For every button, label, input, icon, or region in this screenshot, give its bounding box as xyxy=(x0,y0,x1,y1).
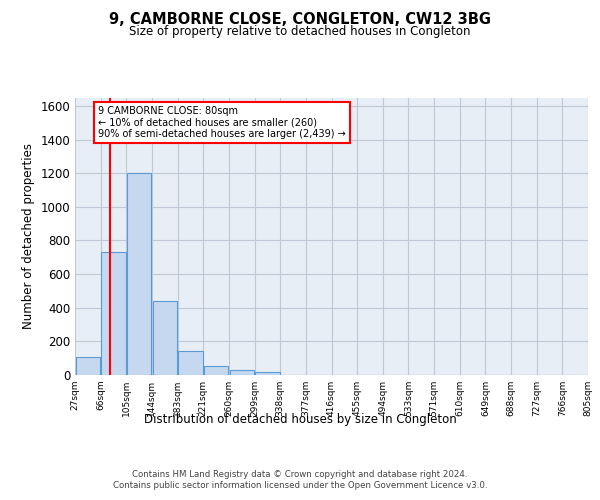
Y-axis label: Number of detached properties: Number of detached properties xyxy=(22,143,35,329)
Text: Distribution of detached houses by size in Congleton: Distribution of detached houses by size … xyxy=(143,412,457,426)
Text: 9, CAMBORNE CLOSE, CONGLETON, CW12 3BG: 9, CAMBORNE CLOSE, CONGLETON, CW12 3BG xyxy=(109,12,491,28)
Bar xyxy=(76,356,100,375)
Bar xyxy=(152,301,177,375)
Bar xyxy=(204,366,228,375)
Bar xyxy=(255,372,280,375)
Text: 9 CAMBORNE CLOSE: 80sqm
← 10% of detached houses are smaller (260)
90% of semi-d: 9 CAMBORNE CLOSE: 80sqm ← 10% of detache… xyxy=(98,106,346,139)
Text: Contains public sector information licensed under the Open Government Licence v3: Contains public sector information licen… xyxy=(113,481,487,490)
Text: Contains HM Land Registry data © Crown copyright and database right 2024.: Contains HM Land Registry data © Crown c… xyxy=(132,470,468,479)
Bar xyxy=(178,352,203,375)
Text: Size of property relative to detached houses in Congleton: Size of property relative to detached ho… xyxy=(129,25,471,38)
Bar xyxy=(230,370,254,375)
Bar xyxy=(127,173,151,375)
Bar xyxy=(101,252,125,375)
